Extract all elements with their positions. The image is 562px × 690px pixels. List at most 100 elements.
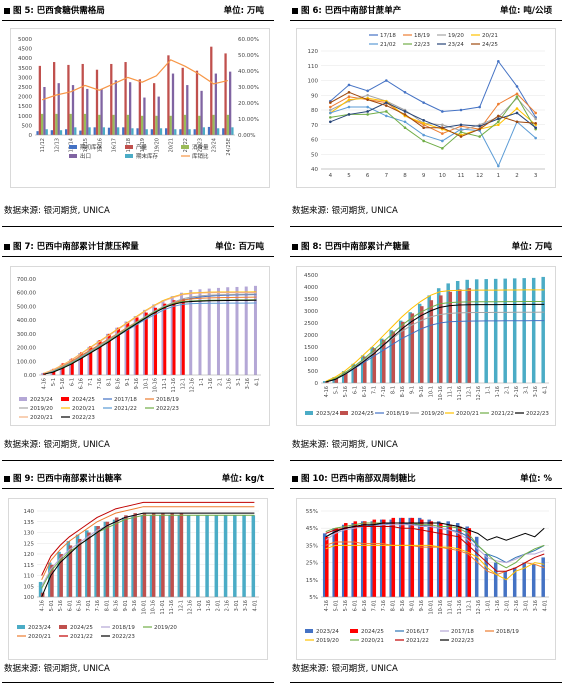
bar [398,517,403,597]
y-tick-label: 120 [308,49,319,55]
bar [110,63,113,135]
series-point [478,124,481,128]
x-tick-label: 4 [329,173,333,179]
x-tick-label: 11-01 [160,600,166,615]
x-tick-label: 4-16 [324,600,330,611]
series-point [497,120,500,124]
x-tick-label: 7-01 [371,600,377,611]
bar [216,287,220,375]
bar [70,358,74,375]
y-tick-label: 110 [24,574,35,580]
series-point [366,93,369,97]
bar [117,127,120,135]
bar [124,62,127,135]
bar [179,513,184,597]
legend-label: 2021/22 [70,634,93,640]
x-tick-label: 2-16 [225,600,231,611]
bar [398,320,403,383]
bar [168,515,172,597]
bar [207,288,211,375]
series-point [459,127,463,131]
bar [541,557,545,597]
x-tick-label: 5-16 [343,386,349,397]
chart-fig8: 4500400035003000250020001500100050004-16… [304,273,549,417]
bar [231,127,234,135]
chart-fig10: 55% 45% 35% 25% 15% 5% 4-16 5-01 5-16 6-01 6-16 7-0… [305,509,549,644]
bar [226,114,229,135]
series-line [325,524,545,564]
y-tick-label: 1000 [18,114,32,120]
x-tick-label: 3-01 [523,600,529,611]
y2-tick-label: 50.00% [238,53,259,59]
legend-label: 2023/24 [316,629,339,635]
y-tick-label: 110 [308,64,319,70]
legend-label: 2020/21 [30,415,53,421]
series-point [515,95,519,99]
series-point [515,85,519,88]
series-point [347,98,351,101]
legend-label: 2024/25 [351,411,374,417]
x-tick-label: 12 [476,173,483,179]
bar [157,96,160,135]
series-point [459,123,463,127]
bar [93,127,96,135]
bar [172,300,176,375]
series-point [478,105,481,109]
x-tick-label: 6-01 [352,600,358,611]
bar [467,288,472,383]
x-tick-label: 11-16 [457,386,463,401]
bar [334,378,339,383]
x-tick-label: 3-1 [236,378,242,386]
bar [114,517,119,597]
y-tick-label: 40 [311,167,318,173]
bar [448,524,453,597]
series-point [403,110,407,113]
y-tick-label: 4500 [304,273,318,279]
legend-label: 2017/18 [114,397,137,403]
bar [531,277,536,383]
bar [129,82,132,135]
x-tick-label: 4-16 [324,386,330,397]
bar [363,356,367,383]
legend-label: 2018/19 [496,629,519,635]
bar [217,128,220,135]
series-point [329,108,332,112]
bar [458,526,462,597]
legend-swatch [59,625,67,629]
bar [133,316,137,375]
x-tick-label: 16/17 [112,138,118,152]
series-point [403,120,407,124]
series-line [43,293,257,375]
bar [408,312,412,383]
bar [161,300,165,375]
bar [214,73,217,135]
legend-swatch [305,411,313,415]
series-line [325,320,545,383]
y-tick-label: 4000 [18,56,32,62]
x-tick-label: 22/23 [197,138,203,152]
bar [474,279,479,383]
y-tick-label: 0.00 [24,373,37,379]
legend-label: 2024/25 [72,397,95,403]
y-tick-label: 105 [24,584,35,590]
legend-label: 2019/20 [30,406,53,412]
bar [38,65,41,135]
series-line [41,501,255,576]
x-tick-label: 9-16 [419,600,425,611]
x-tick-label: 8-16 [114,600,120,611]
chart-frame: 120 110 100 90 80 70 60 50 40 4 5 6 7 8 9 10 11 12 1 2 3 17/1… [296,28,556,188]
bar [124,321,128,375]
y-tick-label: 4000 [304,285,318,291]
x-tick-label: 2-16 [514,386,520,397]
x-tick-label: 12-16 [476,600,482,615]
x-tick-label: 5-1 [333,386,339,394]
bar [124,515,128,597]
x-tick-label: 12/13 [54,138,60,152]
bar [163,303,167,375]
bar [105,521,110,597]
x-tick-label: 12-16 [190,378,196,393]
bar [48,562,52,597]
series-point [478,135,481,138]
panel-title: 图 10: 巴西中南部双周制糖比 [301,474,416,484]
